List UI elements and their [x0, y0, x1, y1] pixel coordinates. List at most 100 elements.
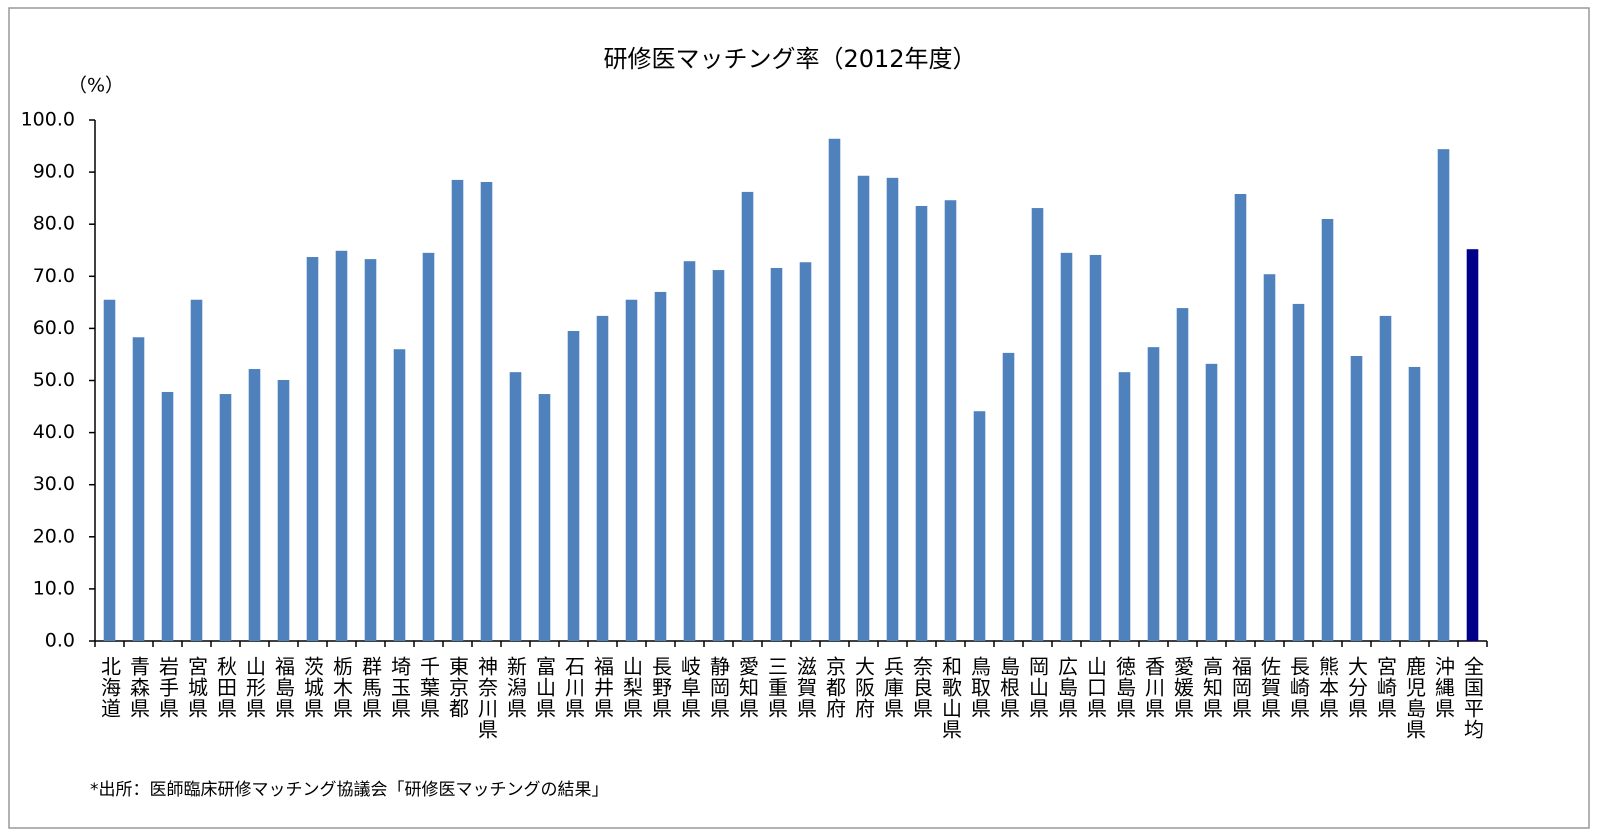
- bar: [422, 252, 435, 642]
- x-tick-label: 静岡県: [707, 656, 731, 719]
- bar: [1408, 366, 1421, 641]
- x-tick-label: 千葉県: [417, 656, 441, 719]
- bar: [683, 261, 696, 641]
- bar: [596, 315, 609, 641]
- bar: [1321, 218, 1334, 642]
- bar: [973, 411, 986, 641]
- y-tick-label: 80.0: [33, 213, 75, 235]
- x-tick-label: 山梨県: [620, 656, 644, 719]
- bar: [1466, 249, 1479, 641]
- bar: [509, 372, 522, 641]
- x-tick-label: 兵庫県: [881, 656, 905, 719]
- x-tick-label: 宮城県: [185, 656, 209, 719]
- x-tick-label: 香川県: [1142, 656, 1166, 719]
- y-axis-label: （%）: [68, 75, 124, 97]
- bar: [1118, 372, 1131, 641]
- bar: [799, 262, 812, 641]
- bar: [741, 191, 754, 641]
- x-tick-label: 京都府: [823, 656, 847, 719]
- bar: [306, 257, 319, 641]
- x-tick-label: 石川県: [562, 656, 586, 719]
- x-tick-label: 長野県: [649, 656, 673, 719]
- x-tick-label: 全国平均: [1461, 656, 1485, 740]
- x-tick-label: 宮崎県: [1374, 656, 1398, 719]
- bar: [828, 138, 841, 642]
- y-tick-label: 40.0: [33, 421, 75, 443]
- x-tick-label: 高知県: [1200, 656, 1224, 719]
- bar: [393, 349, 406, 641]
- x-tick-label: 佐賀県: [1258, 656, 1282, 719]
- x-tick-label: 沖縄県: [1432, 656, 1456, 719]
- x-tick-label: 鹿児島県: [1403, 656, 1427, 740]
- bar: [625, 299, 638, 641]
- bar: [1292, 303, 1305, 641]
- x-tick-label: 北海道: [98, 656, 122, 719]
- bar: [857, 175, 870, 641]
- x-tick-label: 新潟県: [504, 656, 528, 719]
- bar: [538, 394, 551, 641]
- x-tick-label: 福井県: [591, 656, 615, 719]
- x-tick-label: 鳥取県: [968, 656, 992, 719]
- bar: [132, 337, 145, 641]
- bar: [335, 250, 348, 641]
- x-tick-label: 滋賀県: [794, 656, 818, 719]
- bar: [1437, 149, 1450, 641]
- bar: [1176, 308, 1189, 641]
- y-tick-label: 50.0: [33, 369, 75, 391]
- bar: [770, 267, 783, 641]
- y-tick-label: 20.0: [33, 525, 75, 547]
- x-tick-label: 和歌山県: [939, 656, 963, 740]
- bar: [248, 369, 261, 641]
- bar: [1205, 363, 1218, 641]
- y-tick-label: 10.0: [33, 577, 75, 599]
- x-tick-label: 富山県: [533, 656, 557, 719]
- x-tick-label: 山口県: [1084, 656, 1108, 719]
- x-tick-label: 群馬県: [359, 656, 383, 719]
- y-tick-label: 100.0: [21, 109, 75, 131]
- footnote: *出所：医師臨床研修マッチング協議会「研修医マッチングの結果」: [90, 780, 609, 800]
- bar: [886, 177, 899, 641]
- x-tick-label: 大分県: [1345, 656, 1369, 719]
- bar: [1263, 274, 1276, 641]
- x-tick-label: 島根県: [997, 656, 1021, 719]
- y-tick-label: 90.0: [33, 161, 75, 183]
- x-tick-label: 埼玉県: [388, 656, 412, 719]
- y-tick-label: 0.0: [45, 630, 75, 652]
- bar: [277, 379, 290, 641]
- bar: [654, 291, 667, 641]
- x-tick-label: 広島県: [1055, 656, 1079, 719]
- x-tick-label: 青森県: [127, 656, 151, 719]
- bar: [1234, 193, 1247, 641]
- x-tick-label: 岩手県: [156, 656, 180, 719]
- bar: [944, 200, 957, 641]
- x-tick-label: 福島県: [272, 656, 296, 719]
- bar: [1089, 254, 1102, 641]
- y-tick-label: 60.0: [33, 317, 75, 339]
- x-tick-label: 長崎県: [1287, 656, 1311, 719]
- bar: [1379, 315, 1392, 641]
- x-tick-label: 奈良県: [910, 656, 934, 719]
- y-tick-label: 30.0: [33, 473, 75, 495]
- bar: [1147, 347, 1160, 641]
- bar: [915, 205, 928, 641]
- bar: [161, 391, 174, 641]
- bar: [1031, 208, 1044, 641]
- x-tick-label: 熊本県: [1316, 656, 1340, 719]
- bar: [219, 394, 232, 641]
- bar: [364, 259, 377, 641]
- x-tick-label: 大阪府: [852, 656, 876, 719]
- x-tick-label: 三重県: [765, 656, 789, 719]
- bar: [480, 181, 493, 641]
- x-tick-label: 愛媛県: [1171, 656, 1195, 719]
- bar: [451, 179, 464, 642]
- x-tick-label: 東京都: [446, 656, 470, 719]
- x-tick-label: 山形県: [243, 656, 267, 719]
- bar: [567, 331, 580, 641]
- x-tick-label: 茨城県: [301, 656, 325, 719]
- bar: [190, 299, 203, 641]
- x-tick-label: 岐阜県: [678, 656, 702, 719]
- chart-title: 研修医マッチング率（2012年度）: [603, 45, 976, 73]
- bar: [712, 270, 725, 641]
- x-tick-label: 岡山県: [1026, 656, 1050, 719]
